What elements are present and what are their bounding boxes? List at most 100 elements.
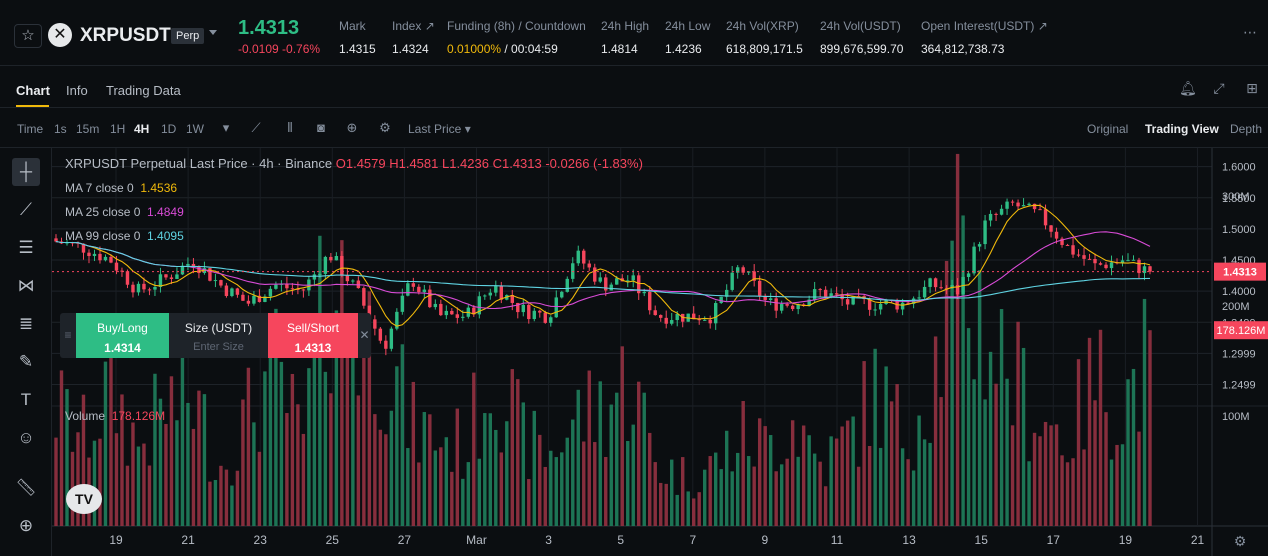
buy-long-button[interactable]: Buy/Long 1.4314 bbox=[76, 313, 169, 358]
price-type-dropdown[interactable]: Last Price ▾ bbox=[408, 122, 471, 136]
price-type-label: Last Price bbox=[408, 122, 462, 136]
volume-bar bbox=[1087, 337, 1092, 526]
volume-bar bbox=[873, 348, 877, 526]
size-label: Size (USDT) bbox=[184, 321, 253, 335]
expand-icon[interactable]: ⤢ bbox=[1213, 80, 1225, 96]
volume-bar bbox=[741, 401, 745, 526]
stat-label: Index ↗ bbox=[392, 19, 435, 33]
brush-icon[interactable]: ✎ bbox=[18, 352, 34, 371]
stat-24h-vol-xrp: 24h Vol(XRP) 618,809,171.5 bbox=[726, 19, 803, 56]
candle-body bbox=[977, 244, 982, 247]
volume-bar bbox=[208, 481, 212, 526]
more-icon[interactable]: ⋯ bbox=[1243, 24, 1258, 40]
volume-bar bbox=[1076, 359, 1081, 526]
volume-bar bbox=[664, 483, 668, 526]
camera-icon[interactable]: ◙ bbox=[317, 120, 325, 135]
ma99-legend[interactable]: MA 99 close 0 1.4095 bbox=[65, 229, 184, 243]
sell-short-button[interactable]: Sell/Short 1.4313 bbox=[268, 313, 358, 358]
candle-body bbox=[136, 283, 141, 293]
interval-time[interactable]: Time bbox=[17, 122, 44, 136]
interval-1s[interactable]: 1s bbox=[54, 122, 67, 136]
interval-1d[interactable]: 1D bbox=[161, 122, 177, 136]
volume-bar bbox=[532, 410, 536, 526]
ruler-icon[interactable]: 📏︎ bbox=[15, 478, 37, 497]
candle-body bbox=[598, 277, 602, 282]
candle-body bbox=[285, 283, 289, 289]
volume-bar bbox=[587, 370, 591, 526]
close-icon[interactable]: ✕ bbox=[359, 328, 370, 342]
candle-body bbox=[1016, 202, 1020, 207]
candle-body bbox=[340, 256, 344, 276]
candle-body bbox=[933, 278, 938, 288]
interval-1h[interactable]: 1H bbox=[110, 122, 126, 136]
candle-body bbox=[615, 278, 619, 285]
text-icon[interactable]: T bbox=[20, 390, 32, 409]
stat-open-interest[interactable]: Open Interest(USDT) ↗ 364,812,738.73 bbox=[921, 19, 1048, 56]
candle-body bbox=[571, 263, 575, 279]
volume-bar bbox=[422, 412, 427, 526]
bell-icon[interactable]: 🔔︎ bbox=[1179, 80, 1197, 96]
volume-bar bbox=[746, 456, 751, 526]
candle-body bbox=[400, 295, 405, 312]
volume-bar bbox=[483, 413, 487, 526]
candle-body bbox=[576, 250, 580, 264]
volume-bar bbox=[818, 461, 822, 526]
stat-index[interactable]: Index ↗ 1.4324 bbox=[392, 19, 435, 56]
volume-bar bbox=[186, 402, 190, 526]
candle-body bbox=[477, 296, 482, 315]
candle-body bbox=[653, 310, 657, 316]
candle-body bbox=[444, 310, 449, 316]
tab-trading-data[interactable]: Trading Data bbox=[106, 83, 181, 98]
volume-bar bbox=[1054, 424, 1059, 526]
candle-body bbox=[554, 297, 558, 318]
volume-bar bbox=[955, 153, 960, 526]
volume-bar bbox=[521, 402, 525, 526]
fib-icon[interactable]: ≣ bbox=[18, 314, 34, 333]
view-trading-view[interactable]: Trading View bbox=[1145, 122, 1219, 136]
candle-body bbox=[565, 278, 569, 292]
chevron-down-icon[interactable] bbox=[209, 30, 217, 35]
settings-icon[interactable]: ⚙ bbox=[379, 120, 391, 135]
size-placeholder: Enter Size bbox=[193, 341, 244, 353]
tab-info[interactable]: Info bbox=[66, 83, 88, 98]
candle-type-icon[interactable]: ⫴ bbox=[287, 120, 293, 135]
volume-bar bbox=[191, 428, 196, 526]
star-icon[interactable]: ☆ bbox=[14, 24, 42, 48]
interval-4h[interactable]: 4H bbox=[134, 122, 150, 136]
pattern-icon[interactable]: ⋈ bbox=[17, 276, 35, 295]
horizontal-lines-icon[interactable]: ☰ bbox=[18, 238, 34, 257]
volume-tick-label: 300M bbox=[1222, 191, 1250, 203]
emoji-icon[interactable]: ☺ bbox=[17, 428, 35, 447]
candle-body bbox=[642, 291, 646, 294]
symbol-name[interactable]: XRPUSDT bbox=[80, 25, 171, 46]
volume-bar bbox=[878, 447, 883, 526]
candle-body bbox=[988, 213, 993, 221]
tradingview-logo[interactable]: TV bbox=[66, 484, 102, 514]
crosshair-icon[interactable]: ┼ bbox=[12, 158, 40, 186]
interval-dropdown-icon[interactable]: ▾ bbox=[222, 120, 230, 135]
volume-label: Volume bbox=[65, 409, 106, 423]
size-input[interactable]: Size (USDT) Enter Size bbox=[169, 313, 268, 358]
candle-body bbox=[1142, 266, 1147, 274]
interval-1w[interactable]: 1W bbox=[186, 122, 204, 136]
candle-body bbox=[587, 263, 591, 268]
view-original[interactable]: Original bbox=[1087, 122, 1129, 136]
indicator-icon[interactable]: ⟋ bbox=[251, 120, 261, 135]
zoom-icon[interactable]: ⊕ bbox=[18, 516, 34, 535]
candle-body bbox=[103, 256, 108, 261]
tab-chart[interactable]: Chart bbox=[16, 83, 50, 98]
drag-handle-icon[interactable]: ≡ bbox=[64, 328, 72, 342]
ma7-legend[interactable]: MA 7 close 0 1.4536 bbox=[65, 181, 177, 195]
candle-body bbox=[1021, 205, 1026, 207]
interval-15m[interactable]: 15m bbox=[76, 122, 100, 136]
add-indicator-icon[interactable]: ⊕ bbox=[346, 120, 358, 135]
stat-24h-high: 24h High 1.4814 bbox=[601, 19, 649, 56]
time-tick-label: 27 bbox=[398, 533, 412, 547]
layout-grid-icon[interactable]: ⊞ bbox=[1246, 80, 1258, 96]
candle-body bbox=[818, 289, 822, 291]
view-depth[interactable]: Depth bbox=[1230, 122, 1263, 136]
ma25-legend[interactable]: MA 25 close 0 1.4849 bbox=[65, 205, 184, 219]
candle-body bbox=[549, 317, 553, 323]
trend-line-icon[interactable]: ⟋ bbox=[20, 200, 32, 219]
volume-bar bbox=[367, 291, 372, 526]
